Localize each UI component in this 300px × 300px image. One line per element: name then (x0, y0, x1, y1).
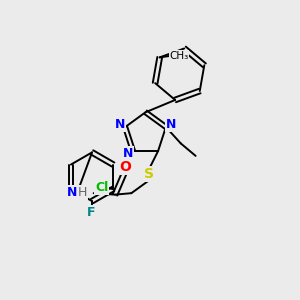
Text: N: N (123, 147, 134, 160)
Text: N: N (67, 186, 77, 199)
Text: F: F (87, 206, 96, 219)
Text: CH₃: CH₃ (169, 51, 189, 61)
Text: S: S (144, 167, 154, 181)
Text: H: H (78, 186, 87, 199)
Text: N: N (115, 118, 125, 131)
Text: N: N (166, 118, 176, 131)
Text: Cl: Cl (95, 181, 109, 194)
Text: O: O (119, 160, 131, 174)
